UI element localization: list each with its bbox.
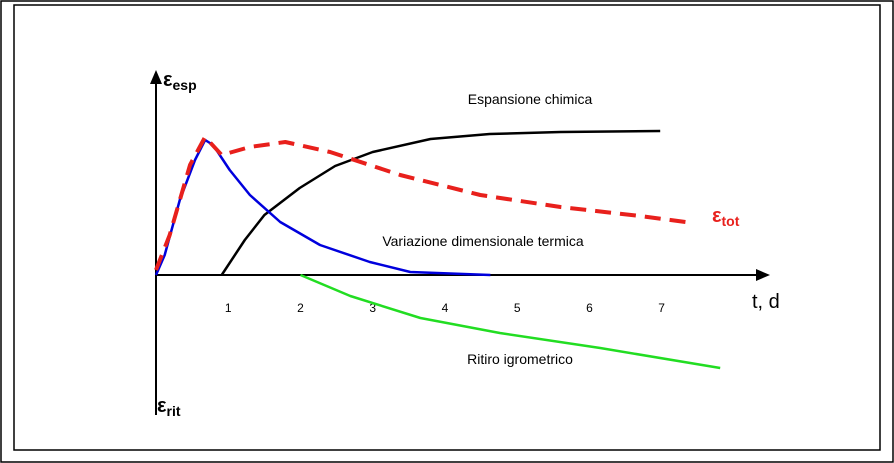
series-label-sub: tot	[722, 213, 740, 229]
y-axis-arrow	[150, 70, 162, 84]
series-label: Variazione dimensionale termica	[382, 233, 583, 249]
series-label-main: ε	[712, 205, 722, 227]
series-label: εtot	[712, 205, 740, 229]
x-label: t, d	[752, 291, 780, 313]
x-axis-arrow	[756, 269, 770, 281]
inner-frame	[13, 4, 881, 451]
x-tick-label: 1	[225, 301, 232, 315]
series-line	[154, 138, 491, 277]
y-label-bottom: εrit	[157, 395, 181, 419]
y-label-top-sub: esp	[173, 77, 197, 93]
series-label: Ritiro igrometrico	[467, 351, 573, 367]
y-label-bottom-sub: rit	[167, 403, 181, 419]
x-tick-label: 5	[514, 301, 521, 315]
series-line	[300, 273, 721, 370]
x-tick-label: 3	[369, 301, 376, 315]
x-tick-label: 4	[442, 301, 449, 315]
x-tick-label: 6	[586, 301, 593, 315]
y-label-top-main: ε	[163, 69, 173, 91]
y-label-bottom-main: ε	[157, 395, 167, 417]
y-label-top: εesp	[163, 69, 197, 93]
x-tick-label: 2	[297, 301, 304, 315]
series-line	[220, 129, 661, 276]
x-tick-label: 7	[658, 301, 665, 315]
series-line	[154, 135, 686, 271]
series-label: Espansione chimica	[468, 91, 593, 107]
